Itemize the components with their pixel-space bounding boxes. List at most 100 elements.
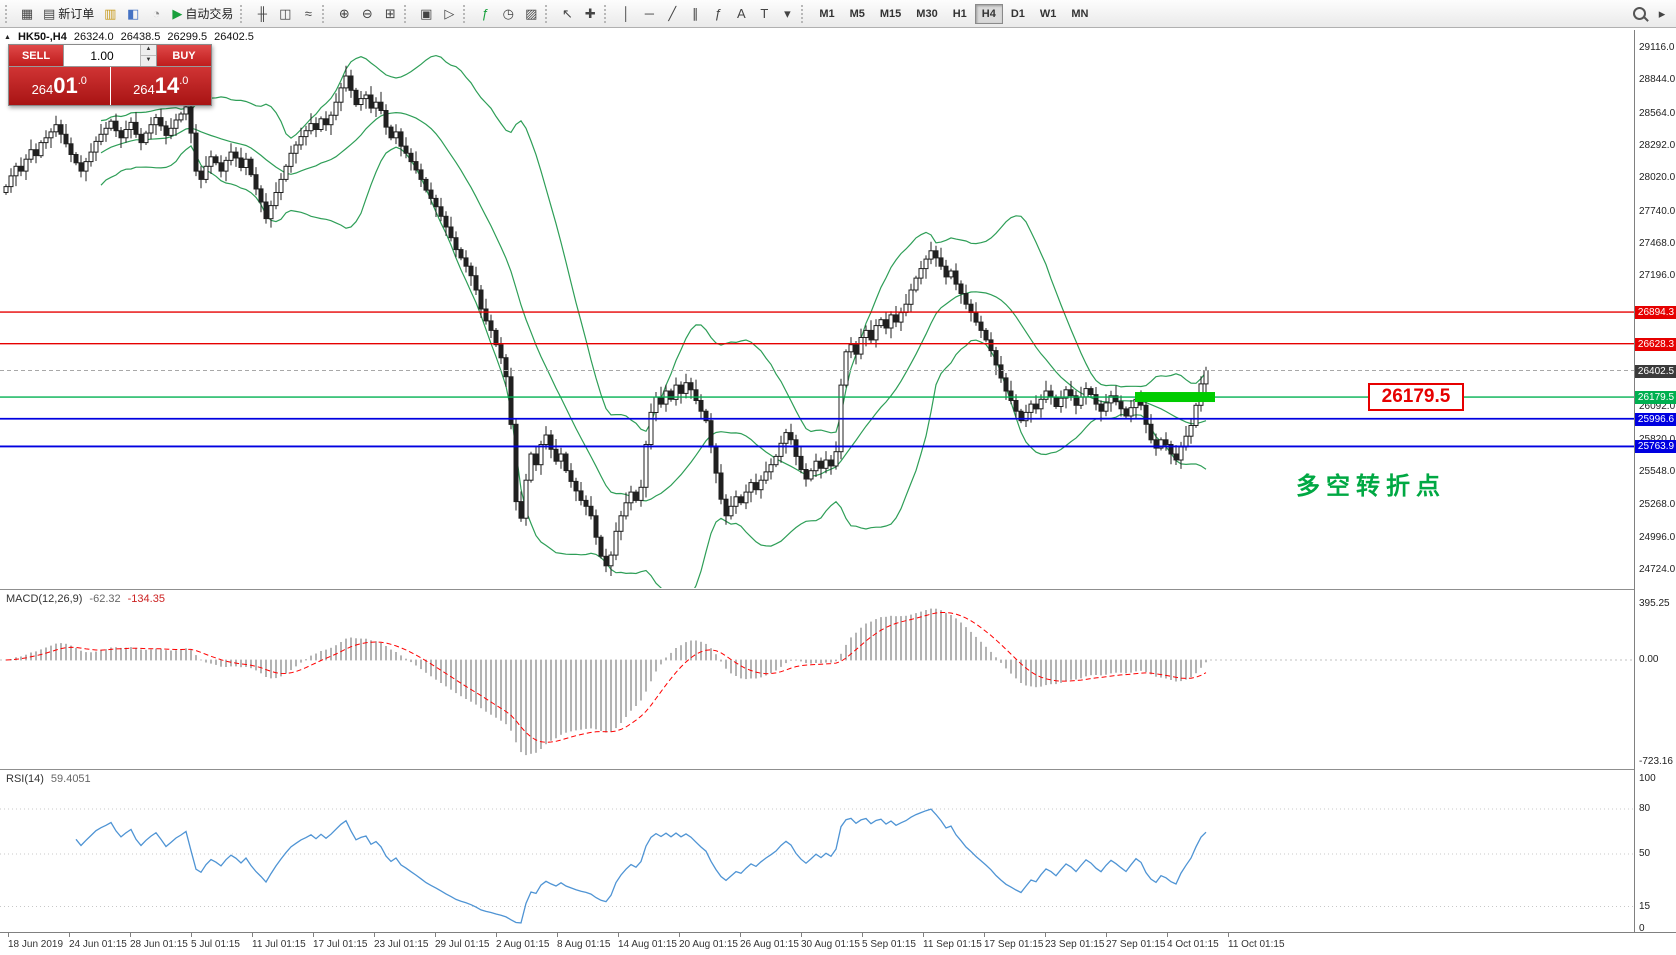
toolbar-grip[interactable]: [5, 4, 11, 23]
volume-input[interactable]: [64, 45, 140, 66]
indicators-icon[interactable]: ƒ: [474, 3, 496, 25]
search-icon: [1632, 7, 1646, 20]
time-axis-label: 26 Aug 01:15: [740, 939, 799, 950]
channel-icon[interactable]: ∥: [684, 3, 706, 25]
horizontal-line-icon[interactable]: ─: [638, 3, 660, 25]
sell-button[interactable]: SELL: [9, 45, 63, 66]
timeframe-button-h4[interactable]: H4: [974, 3, 1003, 24]
timeframe-button-mn[interactable]: MN: [1064, 4, 1095, 24]
terminal-icon[interactable]: ◔: [145, 3, 167, 25]
candles-layer: [3, 65, 1209, 576]
toolbar-grip[interactable]: [404, 4, 410, 23]
axis-label: 28844.0: [1639, 74, 1676, 85]
price-axis-badge: 26402.5: [1635, 365, 1676, 378]
zoom-out-icon[interactable]: ⊖: [356, 3, 378, 25]
ohlc-open: 26324.0: [73, 31, 114, 43]
sell-price-frac: .0: [77, 75, 87, 87]
timeframe-button-m30[interactable]: M30: [909, 4, 944, 24]
timeframe-button-m15[interactable]: M15: [873, 4, 908, 24]
time-axis-label: 8 Aug 01:15: [557, 939, 611, 950]
time-axis[interactable]: 18 Jun 2019 24 Jun 01:15 28 Jun 01:15 5 Jul…: [0, 932, 1676, 955]
macd-signal-line: [5, 612, 1207, 743]
toolbar-grip[interactable]: [545, 4, 551, 23]
time-axis-label: 5 Jul 01:15: [191, 939, 240, 950]
toolbar-expand-icon[interactable]: ▸: [1651, 3, 1673, 25]
toolbar-grip[interactable]: [463, 4, 469, 23]
grid-icon[interactable]: ⊞: [379, 3, 401, 25]
sell-price-big: 01: [53, 73, 78, 98]
time-axis-label: 30 Aug 01:15: [801, 939, 860, 950]
text-icon[interactable]: A: [730, 3, 752, 25]
fibonacci-icon[interactable]: ƒ: [707, 3, 729, 25]
line-chart-icon[interactable]: ≈: [297, 3, 319, 25]
shapes-icon[interactable]: ▾: [776, 3, 798, 25]
buy-price-big: 14: [154, 73, 180, 98]
quote-panel-collapse-icon[interactable]: ▲: [4, 33, 11, 41]
buy-price-button[interactable]: 264 14.0: [110, 67, 211, 105]
volume-decrease-button[interactable]: ▼: [141, 56, 156, 66]
buy-button[interactable]: BUY: [157, 45, 211, 66]
axis-label: 0.00: [1639, 654, 1659, 665]
time-axis-label: 18 Jun 2019: [8, 939, 64, 950]
time-axis-tick: [1045, 933, 1046, 937]
candlestick-chart-icon[interactable]: ◫: [274, 3, 296, 25]
toolbar-grip[interactable]: [322, 4, 328, 23]
macd-title: MACD(12,26,9): [6, 593, 83, 605]
trendline-icon[interactable]: ╱: [661, 3, 683, 25]
axis-label: 24724.0: [1639, 564, 1676, 575]
axis-label: 26092.0: [1639, 401, 1676, 412]
toolbar-grip[interactable]: [604, 4, 610, 23]
time-axis-label: 23 Sep 01:15: [1045, 939, 1105, 950]
zoom-in-icon[interactable]: ⊕: [333, 3, 355, 25]
ohlc-low: 26299.5: [167, 31, 208, 43]
label-icon[interactable]: T: [753, 3, 775, 25]
tile-windows-icon[interactable]: ▣: [415, 3, 437, 25]
panel-resize-handle[interactable]: [0, 769, 1676, 770]
time-axis-tick: [1106, 933, 1107, 937]
macd-value-signal: -134.35: [127, 593, 165, 605]
crosshair-icon[interactable]: ✚: [579, 3, 601, 25]
bar-chart-icon[interactable]: ╫: [251, 3, 273, 25]
price-callout[interactable]: 26179.5: [1368, 383, 1464, 411]
axis-label: -723.16: [1639, 756, 1673, 767]
timeframe-button-w1[interactable]: W1: [1033, 4, 1064, 24]
vertical-line-icon[interactable]: │: [615, 3, 637, 25]
toolbar-grip[interactable]: [240, 4, 246, 23]
price-axis-badge: 25996.6: [1635, 413, 1676, 426]
time-axis-label: 4 Oct 01:15: [1167, 939, 1219, 950]
toolbar-grip[interactable]: [801, 4, 807, 23]
time-axis-tick: [8, 933, 9, 937]
cursor-icon[interactable]: ↖: [556, 3, 578, 25]
timeframe-button-m1[interactable]: M1: [812, 4, 841, 24]
panel-resize-handle[interactable]: [0, 589, 1676, 590]
sell-price-button[interactable]: 264 01.0: [9, 67, 110, 105]
new-order-button[interactable]: ▤ 新订单: [39, 3, 98, 25]
time-axis-tick: [130, 933, 131, 937]
autotrading-button[interactable]: ▶ 自动交易: [168, 3, 237, 25]
price-axis[interactable]: 29116.0 28844.0 28564.0 28292.0 28020.0 27740…: [1634, 30, 1676, 934]
periods-icon[interactable]: ◷: [497, 3, 519, 25]
auto-scroll-icon[interactable]: ▷: [438, 3, 460, 25]
time-axis-tick: [313, 933, 314, 937]
axis-label: 27468.0: [1639, 238, 1676, 249]
timeframe-button-d1[interactable]: D1: [1004, 4, 1032, 24]
time-axis-label: 28 Jun 01:15: [130, 939, 188, 950]
timeframe-button-h1[interactable]: H1: [946, 4, 974, 24]
volume-control: ▲ ▼: [63, 45, 157, 66]
timeframe-button-m5[interactable]: M5: [843, 4, 872, 24]
time-axis-label: 11 Sep 01:15: [923, 939, 982, 950]
time-axis-tick: [984, 933, 985, 937]
search-icon[interactable]: [1628, 3, 1650, 25]
highlight-bar[interactable]: [1135, 392, 1215, 403]
new-chart-icon[interactable]: ▦: [16, 3, 38, 25]
data-window-icon[interactable]: ◧: [122, 3, 144, 25]
symbol-ohlc-line: ▲ HK50-,H4 26324.0 26438.5 26299.5 26402…: [4, 31, 254, 43]
turning-point-note[interactable]: 多空转折点: [1296, 473, 1446, 500]
time-axis-tick: [69, 933, 70, 937]
volume-increase-button[interactable]: ▲: [141, 45, 156, 56]
time-axis-tick: [1228, 933, 1229, 937]
market-watch-icon[interactable]: ▥: [99, 3, 121, 25]
templates-icon[interactable]: ▨: [520, 3, 542, 25]
